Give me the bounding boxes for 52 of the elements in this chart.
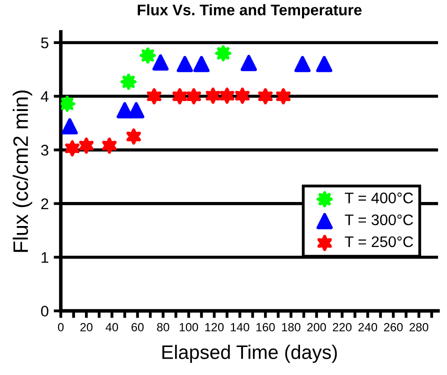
point	[193, 56, 210, 72]
point	[258, 88, 273, 104]
point	[215, 45, 232, 62]
x-tick-label: 180	[282, 322, 300, 332]
x-tick-label: 200	[307, 322, 326, 332]
chart-title: Flux Vs. Time and Temperature	[138, 4, 362, 18]
point	[220, 88, 234, 104]
legend-label: T = 250°C	[344, 236, 414, 248]
point	[126, 128, 141, 145]
point	[102, 138, 117, 154]
point	[62, 118, 78, 134]
point	[65, 140, 80, 156]
point	[240, 54, 257, 72]
x-tick-label: 280	[410, 322, 428, 332]
point	[146, 88, 162, 104]
point	[120, 74, 137, 90]
x-tick-label: 260	[384, 322, 403, 332]
x-tick-label: 140	[230, 322, 250, 332]
x-tick-label: 80	[157, 322, 170, 332]
x-tick-label: 160	[256, 322, 275, 332]
point	[140, 47, 156, 64]
x-tick-label: 20	[80, 322, 92, 332]
y-tick-label: 1	[42, 252, 48, 263]
point	[152, 54, 169, 71]
point	[128, 102, 144, 118]
x-tick-label: 120	[205, 322, 224, 332]
point	[172, 88, 187, 104]
x-tick-label: 0	[58, 322, 64, 332]
y-axis-title: Flux (cc/cm2 min)	[12, 90, 32, 252]
point	[176, 56, 193, 72]
point	[316, 56, 332, 72]
x-tick-label: 220	[332, 322, 352, 332]
x-tick-label: 60	[132, 322, 144, 332]
x-axis-title: Elapsed Time (days)	[162, 344, 337, 363]
y-tick-label: 3	[41, 144, 48, 156]
point	[235, 88, 250, 104]
x-tick-label: 100	[180, 322, 198, 332]
y-tick-label: 2	[41, 198, 48, 210]
x-tick-label: 40	[106, 322, 118, 332]
legend-label: T = 400°C	[344, 192, 414, 204]
point	[186, 88, 202, 104]
point	[206, 88, 220, 104]
point	[79, 138, 94, 154]
y-tick-label: 0	[41, 306, 48, 317]
x-tick-label: 240	[358, 322, 378, 332]
point	[294, 56, 311, 72]
legend-label: T = 300°C	[344, 214, 414, 226]
y-tick-label: 5	[41, 38, 48, 48]
y-tick-label: 4	[40, 91, 49, 102]
point	[60, 96, 76, 112]
point	[276, 88, 291, 104]
point	[116, 102, 133, 118]
